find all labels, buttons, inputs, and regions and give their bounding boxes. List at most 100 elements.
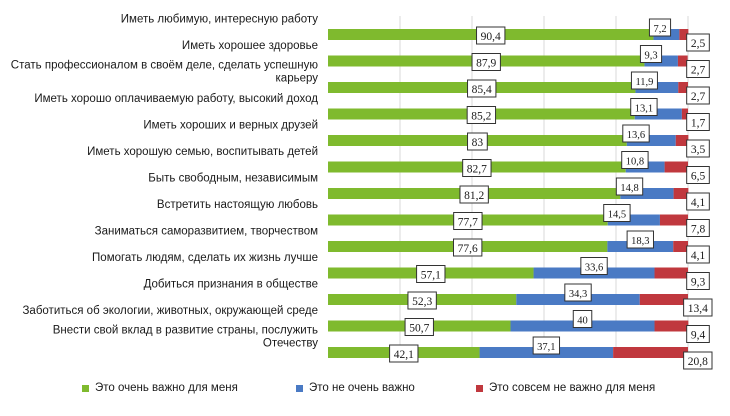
data-label-box — [626, 230, 654, 249]
data-label-box — [466, 106, 497, 124]
category-label: Помогать людям, сделать их жизнь лучше — [92, 252, 318, 264]
data-label-box — [564, 283, 592, 302]
legend: Это очень важно для меня Это не очень ва… — [0, 382, 730, 402]
data-label-box — [416, 265, 446, 283]
data-label: 13,6 — [627, 130, 645, 141]
data-label: 90,4 — [481, 31, 501, 43]
data-label-box — [622, 124, 650, 143]
data-label: 33,6 — [585, 263, 603, 274]
data-label: 77,6 — [458, 243, 478, 255]
bar-segment-not-important — [664, 161, 688, 173]
data-label-box — [686, 245, 710, 264]
bar-segment-not-important — [654, 320, 689, 332]
category-label-line: Встретить настоящую любовь — [157, 199, 318, 211]
data-label-box — [532, 336, 561, 355]
data-label-box — [639, 45, 663, 63]
category-label-line: Заниматься саморазвитием, творчеством — [95, 226, 318, 238]
category-label-line: Иметь хорошее здоровье — [182, 40, 318, 52]
data-label: 13,4 — [688, 303, 708, 315]
data-label: 20,8 — [688, 356, 708, 368]
bar-segment-not-important — [681, 108, 688, 120]
category-label: Иметь хорошую семью, воспитывать детей — [87, 146, 318, 158]
category-label-line: Заботиться об экологии, животных, окружа… — [22, 305, 318, 317]
data-label-box — [404, 318, 434, 336]
legend-label-not-very-important: Это не очень важно — [309, 382, 415, 394]
bar-segment-not-very-important — [634, 108, 682, 120]
bar-segment-not-very-important — [626, 135, 676, 146]
legend-label-not-important: Это совсем не важно для меня — [489, 382, 656, 394]
bar-segment-not-important — [639, 294, 688, 305]
data-label: 2,7 — [691, 91, 706, 103]
data-label-box — [686, 166, 710, 184]
bar-segment-not-important — [677, 55, 688, 67]
bar-segment-not-important — [613, 347, 688, 358]
bar-segment-not-important — [659, 214, 688, 226]
category-label: Быть свободным, независимым — [148, 173, 318, 185]
bar-segment-not-important — [673, 188, 689, 199]
data-label-box — [476, 26, 506, 45]
category-labels: Иметь любимую, интересную работу Иметь хо… — [11, 14, 319, 350]
category-label: Заниматься саморазвитием, творчеством — [95, 226, 318, 238]
data-label-box — [459, 185, 489, 204]
category-label: Стать профессионалом в своём деле, сдела… — [11, 60, 319, 85]
data-label: 50,7 — [409, 323, 429, 335]
data-label: 13,1 — [635, 104, 653, 115]
category-label: Внести свой вклад в развитие страны, пос… — [53, 325, 319, 350]
data-label-box — [467, 132, 488, 151]
category-label-line: Добиться признания в обществе — [144, 279, 318, 291]
data-label: 10,8 — [626, 157, 644, 168]
data-label: 37,1 — [537, 342, 555, 353]
category-label-line: Помогать людям, сделать их жизнь лучше — [92, 252, 318, 264]
data-label: 83 — [472, 137, 484, 149]
category-label: Иметь хорошо оплачиваемую работу, высоки… — [34, 93, 318, 105]
category-label: Иметь любимую, интересную работу — [121, 14, 318, 26]
data-label-box — [453, 212, 483, 230]
data-label: 4,1 — [691, 197, 706, 209]
data-label-box — [471, 53, 501, 71]
data-label-box — [621, 151, 649, 169]
data-label-box — [686, 86, 710, 105]
bar-segment-not-very-important — [620, 188, 674, 199]
data-label: 42,1 — [394, 349, 414, 361]
data-label-box — [686, 219, 710, 237]
data-label: 77,7 — [458, 217, 478, 229]
data-label-box — [467, 79, 497, 98]
data-label-box — [572, 310, 593, 328]
data-label: 4,1 — [691, 250, 706, 262]
data-label-box — [683, 298, 713, 317]
category-label-line: Иметь хороших и верных друзей — [143, 120, 318, 132]
stacked-bar-chart: Иметь любимую, интересную работу Иметь хо… — [11, 14, 713, 370]
data-label: 1,7 — [691, 118, 706, 130]
category-label-line: Отечеству — [263, 338, 318, 350]
category-label-line: Внести свой вклад в развитие страны, пос… — [53, 325, 318, 337]
data-label: 82,7 — [467, 164, 487, 176]
bar-segment-not-important — [673, 241, 688, 252]
data-label: 87,9 — [476, 58, 496, 70]
data-label: 81,2 — [464, 190, 484, 202]
category-label-line: Иметь хорошо оплачиваемую работу, высоки… — [34, 93, 318, 105]
data-label: 85,4 — [472, 84, 492, 96]
category-label: Иметь хороших и верных друзей — [143, 120, 318, 132]
bar-segment-not-very-important — [607, 214, 660, 226]
legend-item-very-important: Это очень важно для меня — [82, 382, 238, 394]
data-label: 40 — [577, 316, 588, 327]
legend-label-very-important: Это очень важно для меня — [95, 382, 238, 394]
data-label: 34,3 — [569, 289, 587, 300]
data-label: 57,1 — [421, 270, 441, 282]
data-label: 14,5 — [608, 210, 626, 221]
data-label-box — [648, 18, 672, 37]
data-label-box — [686, 33, 710, 52]
category-label-line: Иметь хорошую семью, воспитывать детей — [87, 146, 318, 158]
data-label-box — [407, 291, 437, 310]
data-labels: 90,4 7,2 2,5 87,9 9,3 2,7 85,4 11,9 2,7 85,2 13,1 1… — [389, 18, 713, 370]
data-label-box — [630, 71, 658, 90]
data-label: 2,7 — [691, 65, 706, 77]
data-label-box — [389, 344, 419, 363]
legend-item-not-important: Это совсем не важно для меня — [476, 382, 655, 394]
data-label-box — [686, 139, 710, 158]
data-label-box — [686, 272, 710, 290]
category-label: Встретить настоящую любовь — [157, 199, 318, 211]
data-label-box — [686, 60, 710, 78]
data-label-box — [683, 351, 713, 370]
category-label: Добиться признания в обществе — [144, 279, 318, 291]
